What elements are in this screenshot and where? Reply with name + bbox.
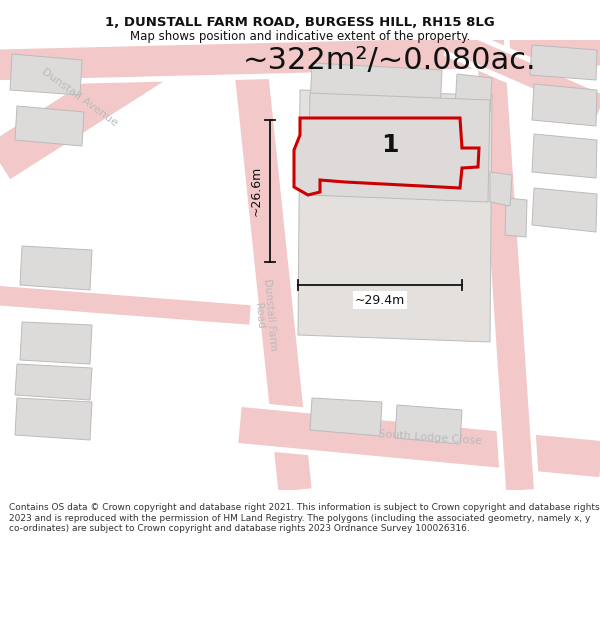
Polygon shape bbox=[455, 74, 492, 112]
Polygon shape bbox=[532, 134, 597, 178]
Polygon shape bbox=[15, 398, 92, 440]
Text: South Lodge Close: South Lodge Close bbox=[378, 429, 482, 447]
Polygon shape bbox=[505, 198, 527, 237]
Text: Dunstall Farm
Road: Dunstall Farm Road bbox=[251, 278, 278, 352]
Polygon shape bbox=[15, 364, 92, 400]
Polygon shape bbox=[532, 84, 597, 126]
Polygon shape bbox=[532, 188, 597, 232]
Polygon shape bbox=[10, 54, 82, 95]
Polygon shape bbox=[298, 90, 492, 342]
Text: ~322m²/~0.080ac.: ~322m²/~0.080ac. bbox=[243, 46, 537, 74]
Polygon shape bbox=[530, 45, 597, 80]
Text: 1, DUNSTALL FARM ROAD, BURGESS HILL, RH15 8LG: 1, DUNSTALL FARM ROAD, BURGESS HILL, RH1… bbox=[105, 16, 495, 29]
Polygon shape bbox=[15, 106, 84, 146]
Text: 1: 1 bbox=[381, 133, 399, 157]
Polygon shape bbox=[20, 246, 92, 290]
Polygon shape bbox=[490, 172, 512, 206]
Polygon shape bbox=[20, 322, 92, 364]
Text: Contains OS data © Crown copyright and database right 2021. This information is : Contains OS data © Crown copyright and d… bbox=[9, 503, 599, 533]
Polygon shape bbox=[294, 118, 479, 195]
Text: ~26.6m: ~26.6m bbox=[250, 166, 263, 216]
Text: Map shows position and indicative extent of the property.: Map shows position and indicative extent… bbox=[130, 30, 470, 43]
Polygon shape bbox=[308, 93, 490, 202]
Text: ~29.4m: ~29.4m bbox=[355, 294, 405, 306]
Polygon shape bbox=[310, 398, 382, 436]
Text: Dunstall Avenue: Dunstall Avenue bbox=[40, 66, 120, 128]
Polygon shape bbox=[395, 405, 462, 444]
Polygon shape bbox=[310, 63, 442, 112]
